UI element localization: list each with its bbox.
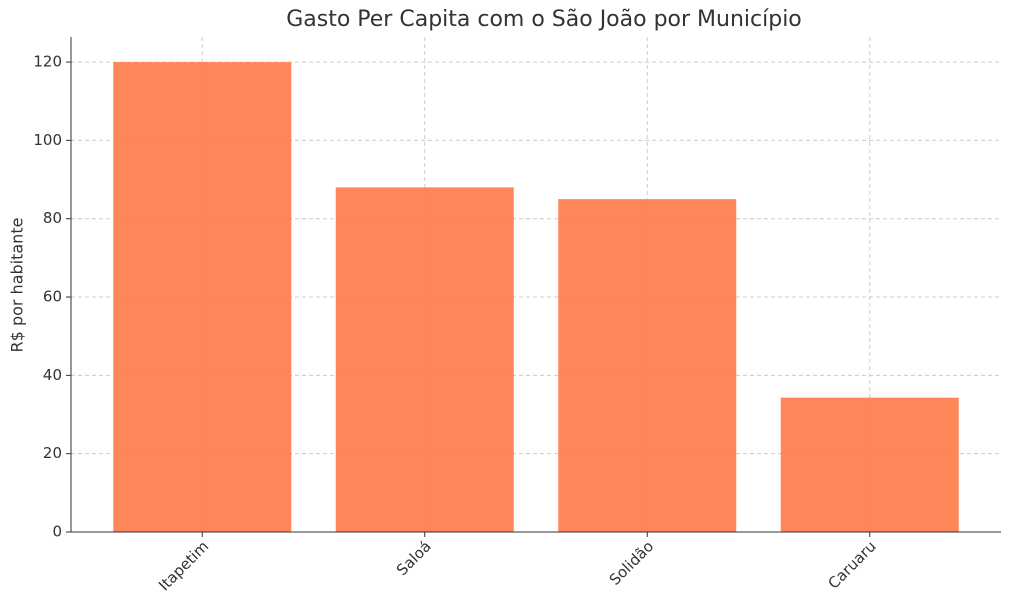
y-tick-label: 60 (43, 288, 62, 306)
bar (335, 187, 514, 532)
x-tick-label: Saloá (393, 537, 435, 579)
y-tick-label: 100 (33, 131, 62, 149)
y-tick-label: 20 (43, 444, 62, 462)
bar (558, 199, 737, 532)
x-tick-label: Itapetim (155, 537, 212, 594)
x-tick-label: Solidão (606, 537, 658, 589)
y-tick-label: 0 (52, 523, 62, 541)
chart-title: Gasto Per Capita com o São João por Muni… (286, 7, 802, 32)
x-tick-label: Caruaru (824, 537, 879, 592)
y-tick-label: 120 (33, 53, 62, 71)
y-tick-label: 40 (43, 366, 62, 384)
y-tick-label: 80 (43, 209, 62, 227)
y-axis-label: R$ por habitante (8, 218, 27, 353)
bar (780, 397, 959, 532)
bar (113, 62, 292, 532)
